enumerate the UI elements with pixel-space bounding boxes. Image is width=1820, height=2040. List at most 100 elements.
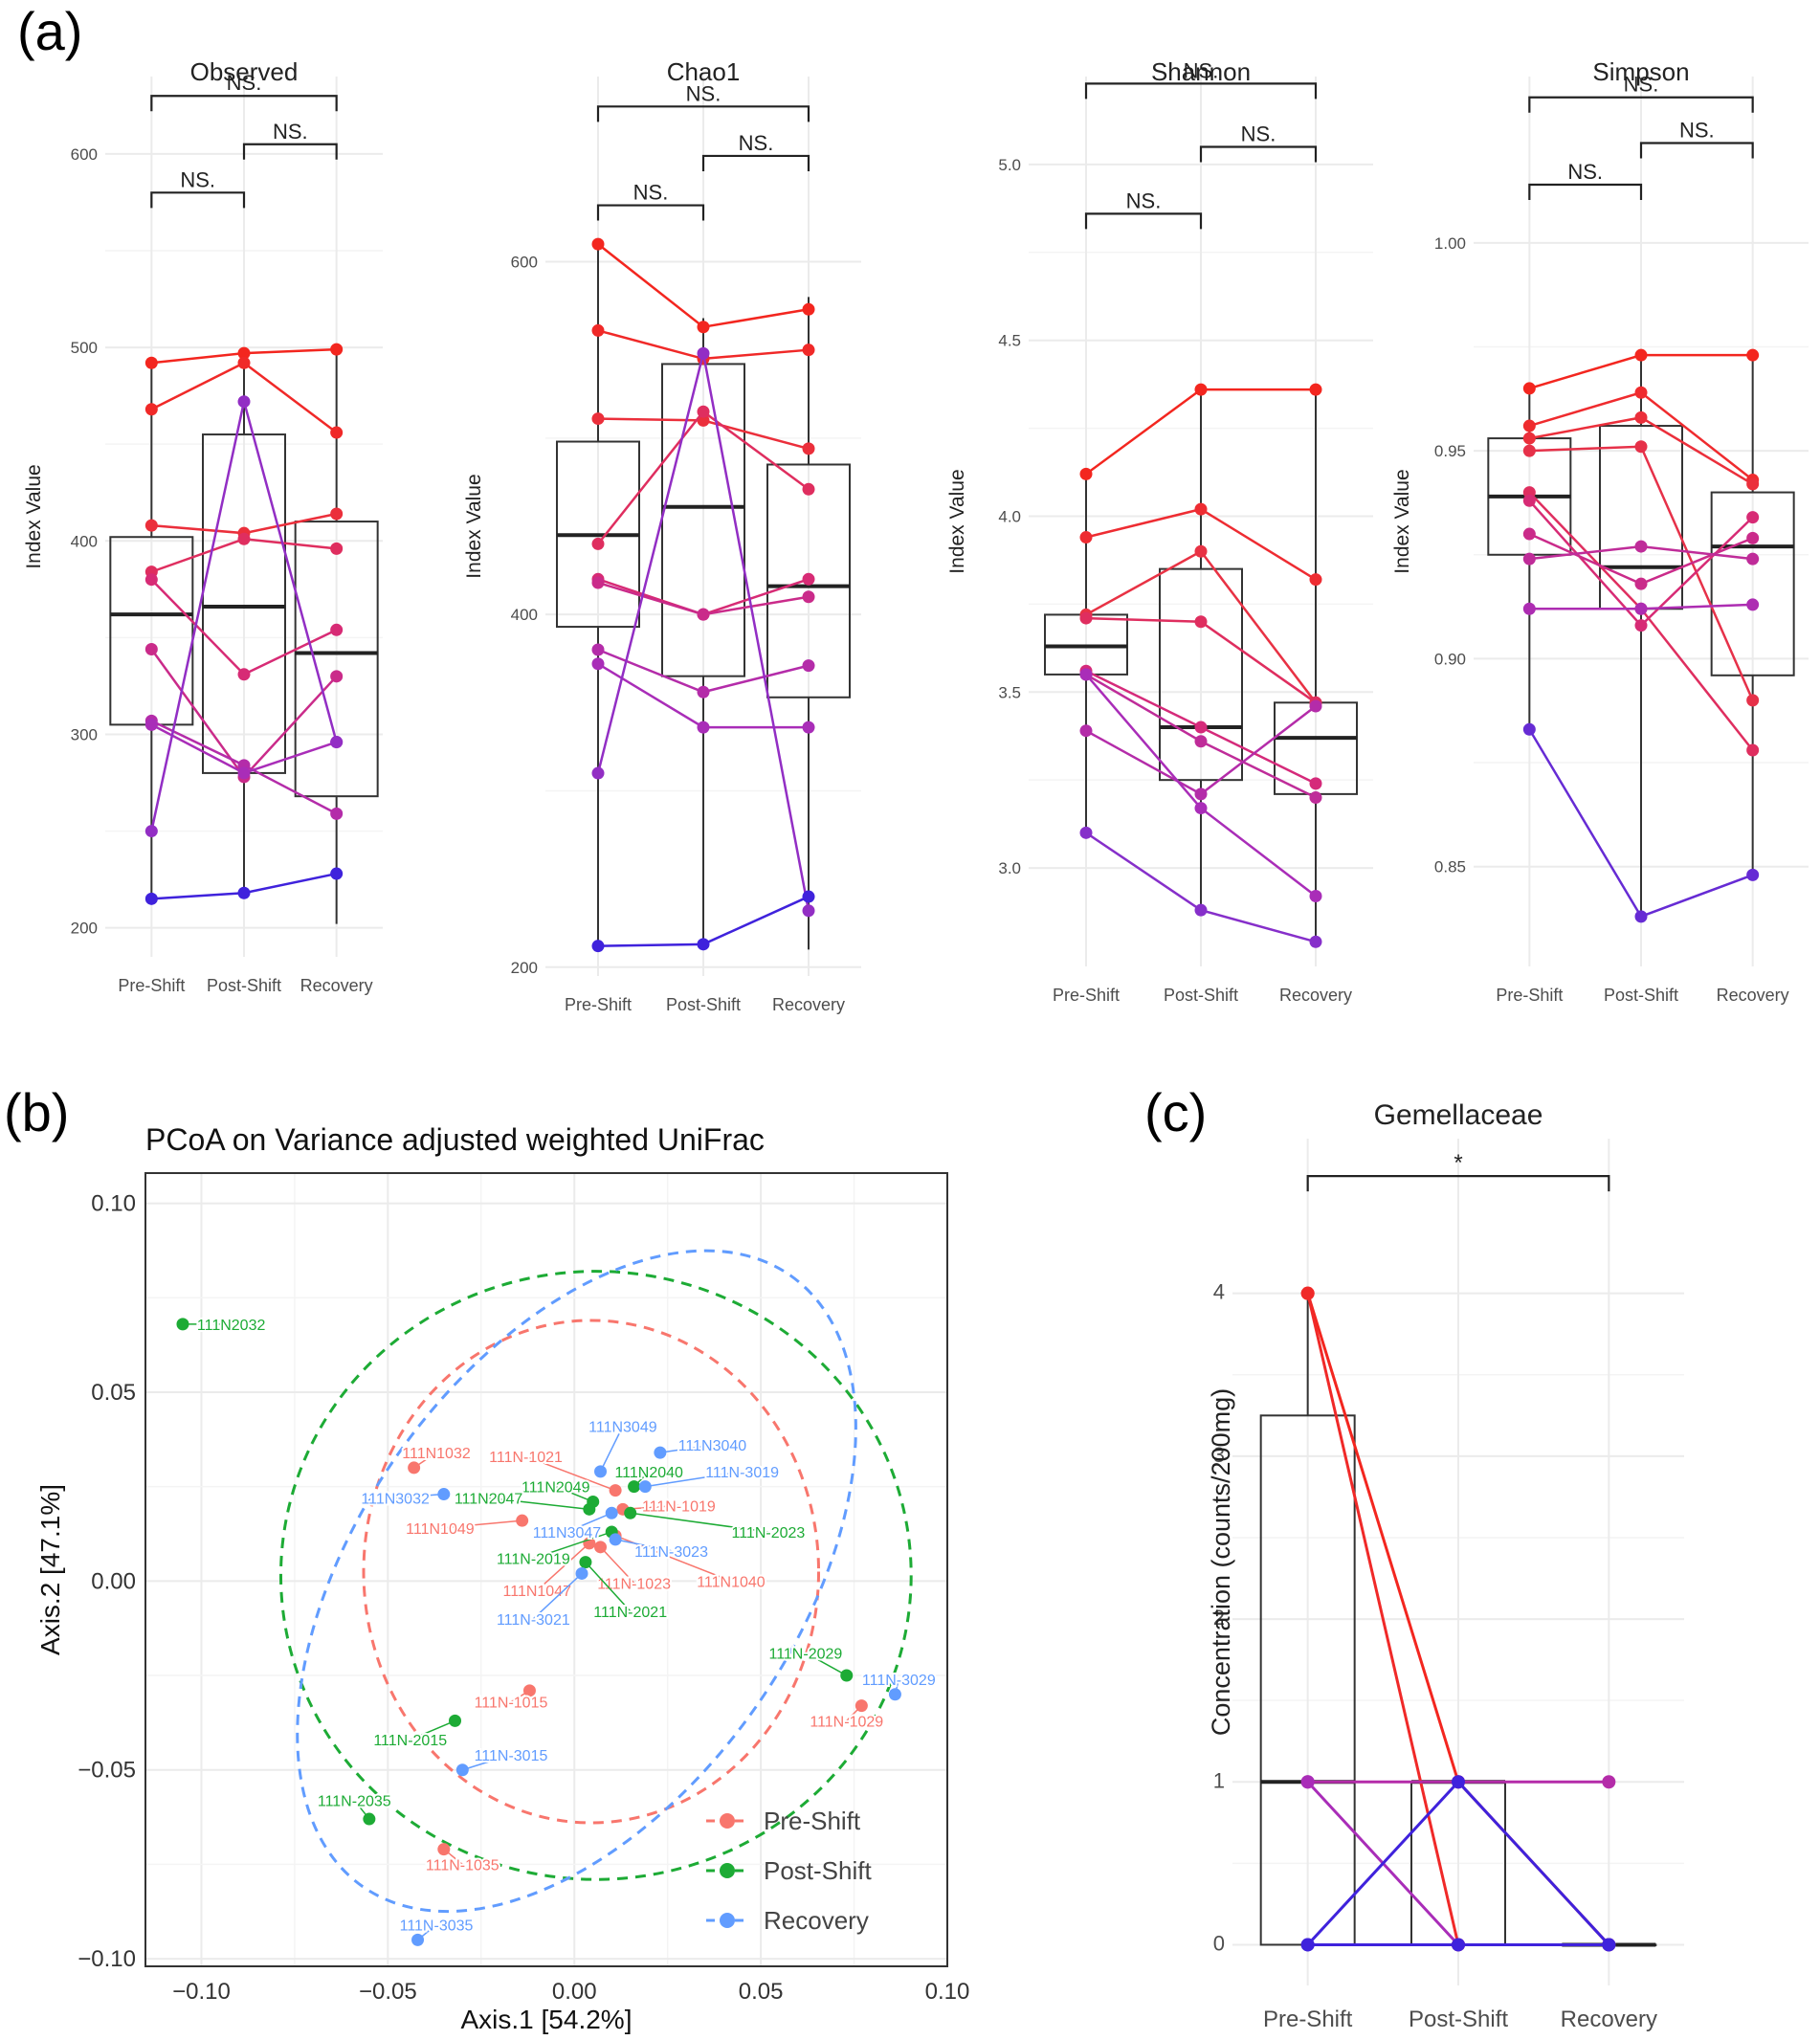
subject-point	[802, 890, 815, 903]
significance-label: *	[1454, 1150, 1462, 1176]
subject-point	[144, 643, 158, 656]
y-tick-label: 3.5	[998, 683, 1021, 701]
x-tick-label: 0.10	[925, 1979, 970, 2005]
subject-point	[1746, 552, 1760, 565]
significance-label: NS.	[1679, 119, 1715, 143]
subject-point	[1309, 699, 1322, 713]
y-axis-title: Index Value	[946, 469, 968, 573]
subject-point	[1634, 410, 1648, 424]
subject-point	[330, 867, 344, 880]
x-tick-label: Post-Shift	[207, 976, 281, 995]
y-tick-label: 4.5	[998, 332, 1021, 350]
x-tick-label: Recovery	[1717, 986, 1789, 1005]
significance-label: NS.	[686, 81, 721, 105]
y-tick-label: 500	[71, 339, 98, 357]
subject-point	[1300, 1286, 1315, 1300]
y-tick-label: −0.05	[78, 1758, 136, 1784]
sample-point	[583, 1502, 596, 1516]
sample-label: 111N-2019	[497, 1552, 570, 1568]
subject-point	[237, 886, 251, 899]
subject-point	[144, 356, 158, 369]
legend-key-point	[720, 1813, 735, 1829]
subject-point	[1079, 668, 1093, 681]
y-tick-label: 4.0	[998, 507, 1021, 525]
sample-label: 111N-3023	[634, 1544, 708, 1561]
subject-point	[591, 643, 605, 656]
sample-label: 111N2032	[197, 1318, 266, 1334]
subject-point	[237, 356, 251, 369]
subject-point	[1634, 540, 1648, 553]
subject-point	[330, 542, 344, 555]
significance-bracket	[1306, 1175, 1610, 1192]
significance-bracket	[150, 95, 338, 112]
subject-point	[330, 736, 344, 749]
subject-point	[802, 590, 815, 604]
significance-bracket	[1199, 145, 1318, 163]
confidence-ellipse-pre	[362, 1319, 821, 1825]
y-axis-title: Concentration (counts/200mg)	[1207, 1388, 1235, 1736]
label-leader	[462, 1754, 512, 1771]
sample-label: 111N3049	[588, 1419, 657, 1435]
y-tick-label: 400	[511, 606, 538, 624]
alpha-plot-simpson: 0.85 0.90 0.95 1.00 Pre-Shift Post-Shift Recov…	[1391, 57, 1809, 1005]
sample-point	[579, 1556, 592, 1569]
subject-point	[1746, 598, 1760, 611]
x-tick-label: Post-Shift	[1164, 986, 1238, 1005]
label-leader	[533, 1531, 612, 1560]
y-tick-label: 3	[1213, 1443, 1225, 1467]
y-axis-title: Index Value	[463, 474, 485, 578]
x-tick-label: 0.05	[739, 1979, 784, 2005]
x-tick-label: Pre-Shift	[118, 976, 185, 995]
label-leader	[555, 1485, 594, 1503]
y-tick-label: 4	[1213, 1280, 1225, 1304]
subject-point	[330, 507, 344, 521]
significance-bracket	[1639, 142, 1754, 159]
sample-point	[624, 1506, 637, 1519]
sample-point	[654, 1446, 667, 1459]
sample-point	[516, 1514, 529, 1527]
panel-label-c: (c)	[1144, 1082, 1207, 1142]
subject-point	[1194, 615, 1208, 629]
significance-label: NS.	[739, 131, 774, 155]
x-axis-title: Axis.1 [54.2%]	[461, 2005, 633, 2034]
subject-point	[591, 940, 605, 953]
y-tick-label: 0.85	[1434, 858, 1466, 876]
significance-label: NS.	[1241, 122, 1276, 146]
y-tick-label: 200	[511, 959, 538, 977]
x-tick-label: Recovery	[300, 976, 373, 995]
significance-bracket	[1528, 96, 1754, 113]
legend-key-point	[720, 1863, 735, 1878]
alpha-plot-shannon: 3.0 3.5 4.0 4.5 5.0 Pre-Shift Post-Shift Recove…	[946, 57, 1373, 1005]
subject-point	[1746, 694, 1760, 707]
y-tick-label: 1	[1213, 1768, 1225, 1792]
sample-label: 111N-1019	[642, 1498, 716, 1515]
subject-point	[1522, 722, 1536, 736]
sample-label: 111N-1023	[597, 1576, 671, 1592]
subject-point	[144, 825, 158, 838]
sample-label: 111N-3029	[862, 1673, 936, 1689]
significance-label: NS.	[1624, 73, 1659, 97]
subject-point	[1309, 935, 1322, 948]
sample-label: 111N1040	[697, 1574, 766, 1590]
label-leader	[659, 1444, 713, 1453]
sample-point	[449, 1714, 462, 1727]
subject-point	[802, 482, 815, 496]
subject-point	[1522, 494, 1536, 507]
significance-label: NS.	[1567, 160, 1603, 184]
significance-bracket	[701, 154, 810, 171]
subject-point	[144, 403, 158, 416]
subject-point	[1079, 826, 1093, 839]
sample-label: 111N3047	[533, 1525, 602, 1541]
x-tick-label: −0.10	[172, 1979, 231, 2005]
subject-point	[1522, 602, 1536, 615]
label-leader	[488, 1497, 589, 1511]
subject-point	[330, 426, 344, 439]
subject-point	[1634, 910, 1648, 923]
y-tick-label: 0.10	[91, 1191, 136, 1217]
y-tick-label: 600	[511, 254, 538, 272]
y-axis-title: Axis.2 [47.1%]	[35, 1484, 65, 1655]
y-axis-title: Index Value	[1391, 469, 1413, 573]
x-tick-label: Pre-Shift	[1263, 2007, 1353, 2032]
y-tick-label: 0.05	[91, 1380, 136, 1406]
legend-entry: Recovery	[764, 1906, 869, 1935]
